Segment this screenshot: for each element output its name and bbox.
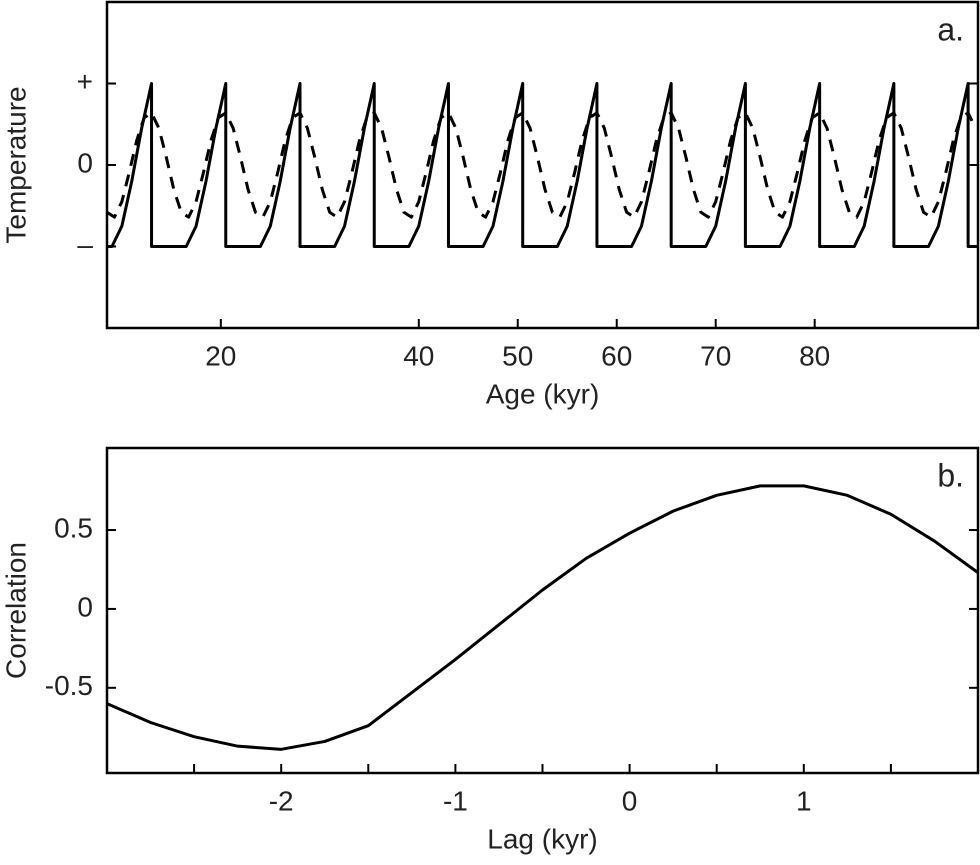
y-tick-label: +: [77, 66, 93, 97]
panel-label: b.: [937, 457, 964, 493]
x-tick-label: 0: [622, 785, 638, 816]
x-axis-label: Lag (kyr): [487, 823, 597, 854]
dashed-line: [106, 111, 977, 219]
y-tick-label: 0.5: [54, 512, 93, 543]
solid-line: [106, 484, 979, 751]
y-tick-label: –: [77, 229, 93, 260]
x-tick-label: 50: [502, 340, 533, 371]
x-tick-label: 20: [205, 340, 236, 371]
x-tick-label: -1: [443, 785, 468, 816]
y-tick-label: 0: [77, 591, 93, 622]
y-axis-label: Correlation: [0, 542, 31, 679]
plot-frame: [105, 446, 980, 775]
x-tick-label: -2: [269, 785, 294, 816]
panel-label: a.: [937, 11, 964, 47]
y-tick-label: 0: [77, 147, 93, 178]
x-tick-label: 1: [796, 785, 812, 816]
plot-frame: [105, 0, 980, 330]
y-axis-label: Temperature: [0, 86, 31, 243]
x-tick-label: 40: [403, 340, 434, 371]
solid-line: [107, 82, 978, 248]
x-tick-label: 80: [799, 340, 830, 371]
y-tick-label: -0.5: [45, 670, 93, 701]
x-axis-label: Age (kyr): [486, 378, 600, 409]
x-tick-label: 70: [700, 340, 731, 371]
x-tick-label: 60: [601, 340, 632, 371]
